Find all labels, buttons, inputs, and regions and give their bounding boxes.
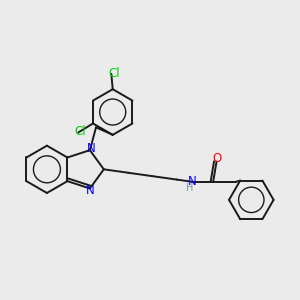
Text: Cl: Cl	[108, 68, 120, 80]
Text: H: H	[186, 183, 193, 193]
Text: O: O	[212, 152, 221, 165]
Text: N: N	[85, 184, 94, 197]
Text: N: N	[87, 142, 96, 155]
Text: Cl: Cl	[74, 124, 85, 138]
Text: N: N	[188, 175, 197, 188]
